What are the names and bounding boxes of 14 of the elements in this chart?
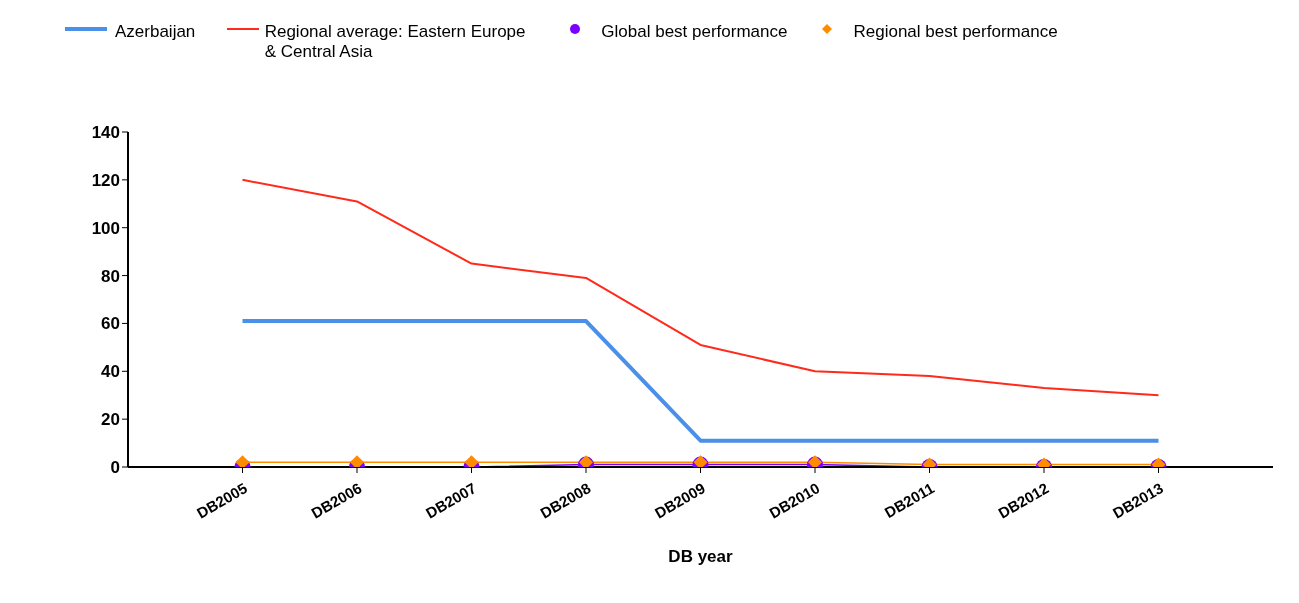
y-tick-label: 140 xyxy=(91,123,120,143)
legend-label: Regional best performance xyxy=(853,22,1058,42)
legend-label: Azerbaijan xyxy=(115,22,196,42)
y-tick-label: 40 xyxy=(101,362,120,382)
line-series xyxy=(241,178,1160,397)
y-tick-label: 100 xyxy=(91,218,120,238)
legend-label: Regional average: Eastern Europe & Central Asia xyxy=(264,22,527,62)
y-tick-label: 80 xyxy=(101,266,120,286)
y-tick-label: 60 xyxy=(101,314,120,334)
y-tick-label: 0 xyxy=(110,458,120,478)
y-tick-label: 20 xyxy=(101,410,120,430)
y-tick-label: 120 xyxy=(91,170,120,190)
legend-label: Global best performance xyxy=(601,22,788,42)
x-axis-title: DB year xyxy=(668,547,734,566)
